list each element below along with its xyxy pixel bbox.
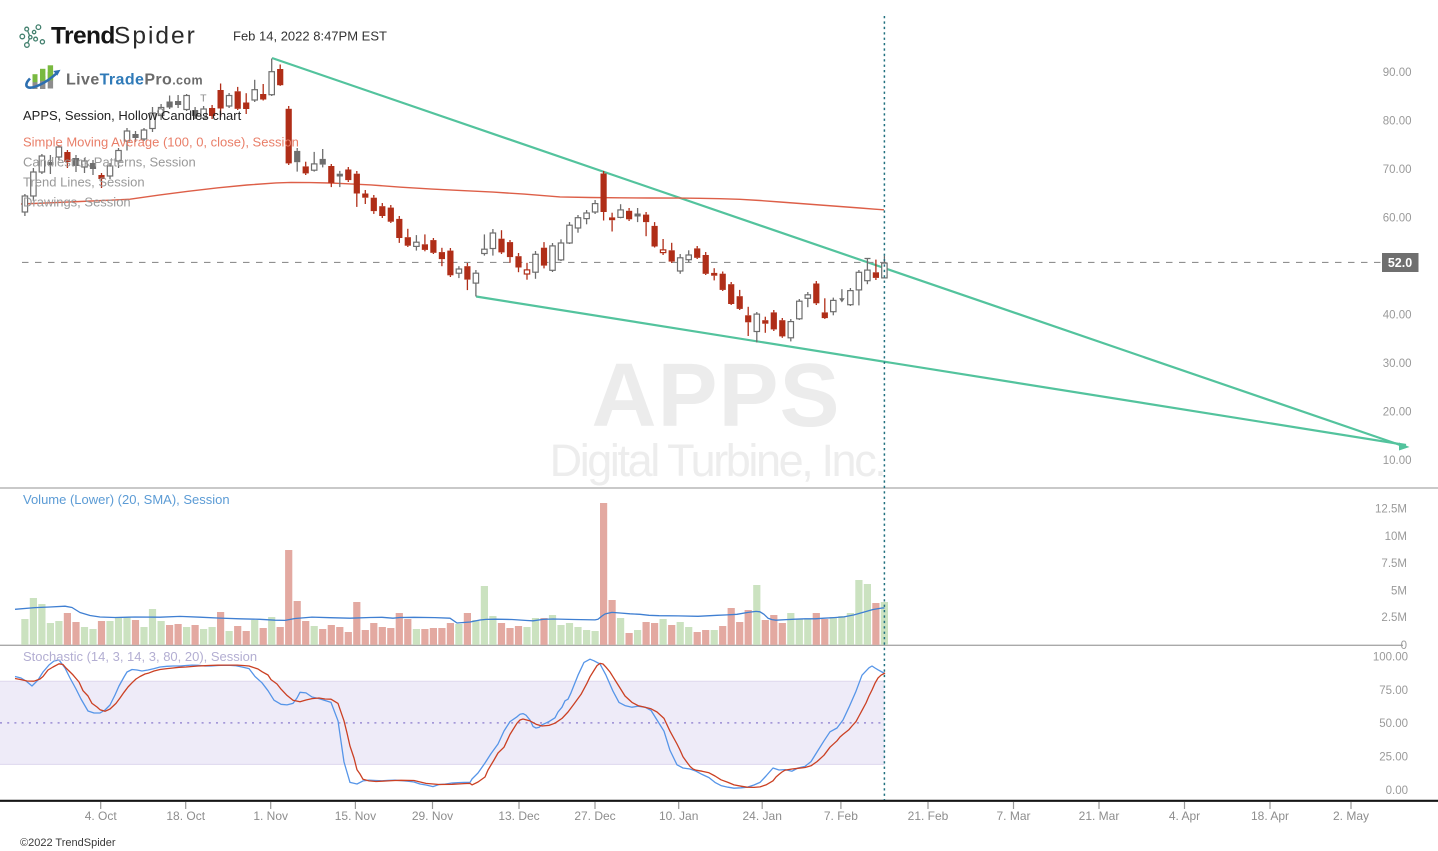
svg-text:10M: 10M — [1385, 531, 1407, 543]
svg-text:24. Jan: 24. Jan — [743, 809, 782, 823]
svg-text:80.00: 80.00 — [1383, 115, 1412, 127]
svg-text:100.00: 100.00 — [1373, 651, 1408, 663]
svg-text:12.5M: 12.5M — [1375, 503, 1407, 515]
svg-text:2.5M: 2.5M — [1381, 612, 1407, 624]
svg-text:27. Dec: 27. Dec — [574, 809, 615, 823]
svg-text:APPS: APPS — [591, 346, 840, 446]
svg-text:Drawings, Session: Drawings, Session — [23, 195, 131, 210]
svg-text:1. Nov: 1. Nov — [253, 809, 288, 823]
svg-text:7. Feb: 7. Feb — [824, 809, 858, 823]
svg-text:4. Oct: 4. Oct — [85, 809, 118, 823]
svg-text:Feb 14, 2022 8:47PM EST: Feb 14, 2022 8:47PM EST — [233, 29, 387, 44]
svg-text:40.00: 40.00 — [1383, 309, 1412, 321]
svg-text:Candlestick Patterns, Session: Candlestick Patterns, Session — [23, 155, 196, 170]
svg-text:25.00: 25.00 — [1379, 752, 1408, 764]
svg-text:Spider: Spider — [114, 22, 197, 49]
svg-text:0.00: 0.00 — [1386, 785, 1408, 797]
svg-text:APPS, Session, Hollow Candles: APPS, Session, Hollow Candles chart — [23, 108, 242, 123]
svg-text:18. Oct: 18. Oct — [166, 809, 205, 823]
svg-text:Stochastic (14, 3, 14, 3, 80,: Stochastic (14, 3, 14, 3, 80, 20), Sessi… — [23, 649, 257, 664]
svg-text:Digital Turbine, Inc.: Digital Turbine, Inc. — [550, 435, 885, 486]
svg-text:7. Mar: 7. Mar — [996, 809, 1030, 823]
svg-text:10.00: 10.00 — [1383, 455, 1412, 467]
svg-text:75.00: 75.00 — [1379, 685, 1408, 697]
svg-text:70.00: 70.00 — [1383, 164, 1412, 176]
svg-text:13. Dec: 13. Dec — [498, 809, 539, 823]
svg-text:50.00: 50.00 — [1379, 718, 1408, 730]
svg-text:5M: 5M — [1391, 586, 1407, 598]
svg-text:60.00: 60.00 — [1383, 212, 1412, 224]
svg-text:0: 0 — [1401, 640, 1407, 652]
svg-text:Simple Moving Average (100, 0,: Simple Moving Average (100, 0, close), S… — [23, 135, 299, 150]
svg-text:4. Apr: 4. Apr — [1169, 809, 1200, 823]
svg-text:30.00: 30.00 — [1383, 358, 1412, 370]
svg-text:T: T — [200, 93, 207, 105]
svg-text:LiveTradePro.com: LiveTradePro.com — [66, 71, 203, 88]
svg-text:21. Feb: 21. Feb — [908, 809, 949, 823]
svg-text:10. Jan: 10. Jan — [659, 809, 698, 823]
svg-text:Trend: Trend — [51, 22, 115, 49]
svg-text:15. Nov: 15. Nov — [335, 809, 376, 823]
svg-text:52.0: 52.0 — [1388, 256, 1412, 270]
svg-text:2. May: 2. May — [1333, 809, 1369, 823]
svg-text:7.5M: 7.5M — [1381, 558, 1407, 570]
svg-text:20.00: 20.00 — [1383, 406, 1412, 418]
svg-text:29. Nov: 29. Nov — [412, 809, 453, 823]
svg-text:21. Mar: 21. Mar — [1079, 809, 1120, 823]
svg-text:Trend Lines, Session: Trend Lines, Session — [23, 175, 145, 190]
svg-text:Volume (Lower) (20, SMA), Sess: Volume (Lower) (20, SMA), Session — [23, 492, 230, 507]
svg-text:90.00: 90.00 — [1383, 67, 1412, 79]
svg-text:©2022 TrendSpider: ©2022 TrendSpider — [20, 837, 116, 849]
svg-text:18. Apr: 18. Apr — [1251, 809, 1289, 823]
